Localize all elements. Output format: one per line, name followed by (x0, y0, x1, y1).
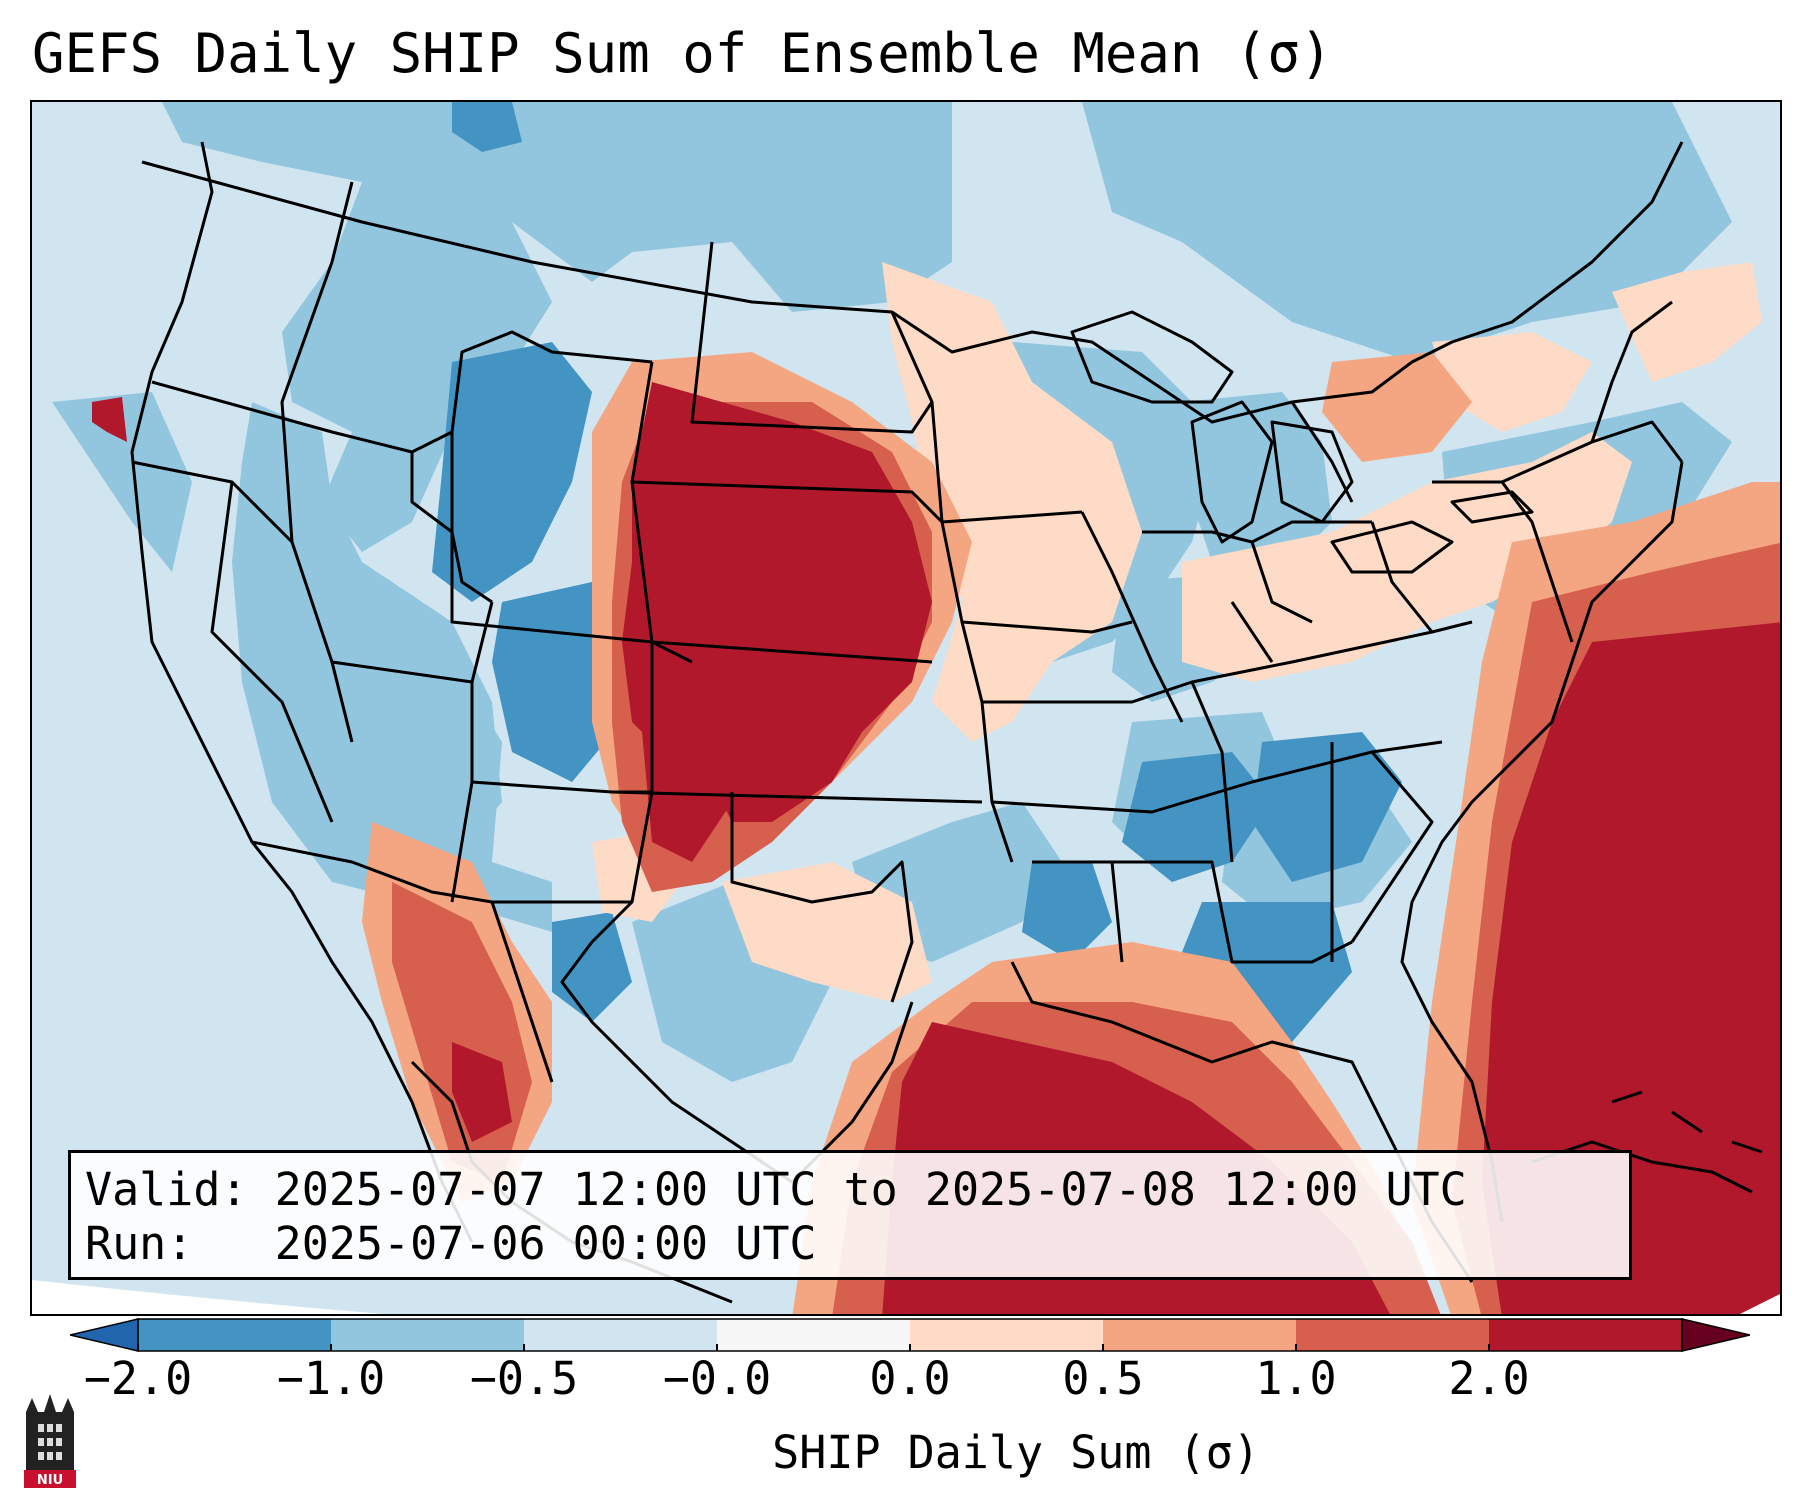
colorbar-segment (524, 1319, 718, 1351)
run-value: 2025-07-06 00:00 UTC (274, 1217, 817, 1270)
domain-edge-right (1740, 1294, 1780, 1314)
colorbar-segment (1103, 1319, 1297, 1351)
colorbar-segment (1489, 1319, 1683, 1351)
colorbar-tick-label: 2.0 (1448, 1352, 1530, 1405)
anomaly-positive-light (592, 262, 1762, 1002)
colorbar-tick-label: 1.0 (1255, 1352, 1337, 1405)
colorbar-segment (1296, 1319, 1490, 1351)
map-panel: Valid: 2025-07-07 12:00 UTC to 2025-07-0… (30, 100, 1782, 1316)
colorbar-tick-label: −1.0 (276, 1352, 386, 1405)
chart-title: GEFS Daily SHIP Sum of Ensemble Mean (σ) (32, 22, 1333, 85)
valid-value: 2025-07-07 12:00 UTC to 2025-07-08 12:00… (274, 1163, 1467, 1216)
colorbar-tick-label: −0.0 (662, 1352, 772, 1405)
colorbar-tick-label: 0.5 (1062, 1352, 1144, 1405)
university-seal-icon: NIU (24, 1394, 76, 1488)
run-label: Run: (85, 1217, 248, 1270)
colorbar (70, 1318, 1750, 1352)
colorbar-segment (138, 1319, 332, 1351)
colorbar-tick-label: 0.0 (869, 1352, 951, 1405)
colorbar-under-arrow (70, 1318, 139, 1352)
colorbar-tick-label: −0.5 (469, 1352, 579, 1405)
domain-edge (32, 1280, 384, 1314)
valid-label: Valid: (85, 1163, 248, 1216)
colorbar-tick-label: −2.0 (83, 1352, 193, 1405)
colorbar-label: SHIP Daily Sum (σ) (772, 1426, 1260, 1479)
boundary-lines (130, 141, 1763, 1304)
logo-text: NIU (37, 1473, 63, 1488)
valid-run-info-box: Valid: 2025-07-07 12:00 UTC to 2025-07-0… (68, 1150, 1632, 1280)
colorbar-over-arrow (1681, 1318, 1750, 1352)
colorbar-segment (910, 1319, 1104, 1351)
colorbar-ticks: −2.0 −1.0 −0.5 −0.0 0.0 0.5 1.0 2.0 (0, 1352, 1803, 1412)
colorbar-segment (331, 1319, 525, 1351)
map-field (32, 102, 1780, 1314)
colorbar-segment (717, 1319, 911, 1351)
